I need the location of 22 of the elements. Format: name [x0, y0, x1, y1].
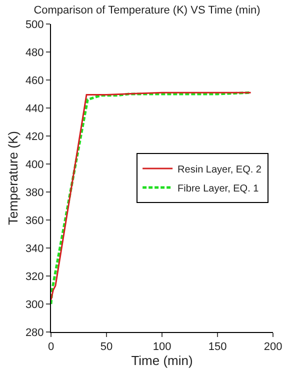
y-tick-label: 500	[25, 18, 44, 31]
y-tick-label: 400	[25, 158, 44, 171]
x-tick-label: 100	[152, 341, 172, 354]
x-tick-label: 200	[264, 341, 282, 354]
y-tick-label: 480	[25, 46, 44, 59]
y-tick-label: 360	[25, 214, 44, 227]
y-tick-label: 320	[25, 270, 44, 283]
y-tick-label: 340	[25, 242, 44, 255]
y-axis-title: Temperature (K)	[5, 131, 20, 225]
y-tick-label: 300	[25, 298, 44, 311]
chart-title: Comparison of Temperature (K) VS Time (min)	[34, 4, 260, 16]
y-tick-label: 440	[25, 102, 44, 115]
x-tick-label: 50	[100, 341, 113, 354]
legend-label: Resin Layer, EQ. 2	[178, 164, 262, 176]
y-tick-label: 420	[25, 130, 44, 143]
y-tick-label: 380	[25, 186, 44, 199]
y-tick-label: 280	[25, 326, 44, 339]
x-tick-label: 0	[48, 341, 54, 354]
legend-label: Fibre Layer, EQ. 1	[178, 183, 260, 194]
y-tick-label: 460	[25, 74, 44, 87]
x-tick-label: 150	[208, 341, 227, 354]
x-axis-title: Time (min)	[131, 353, 193, 368]
